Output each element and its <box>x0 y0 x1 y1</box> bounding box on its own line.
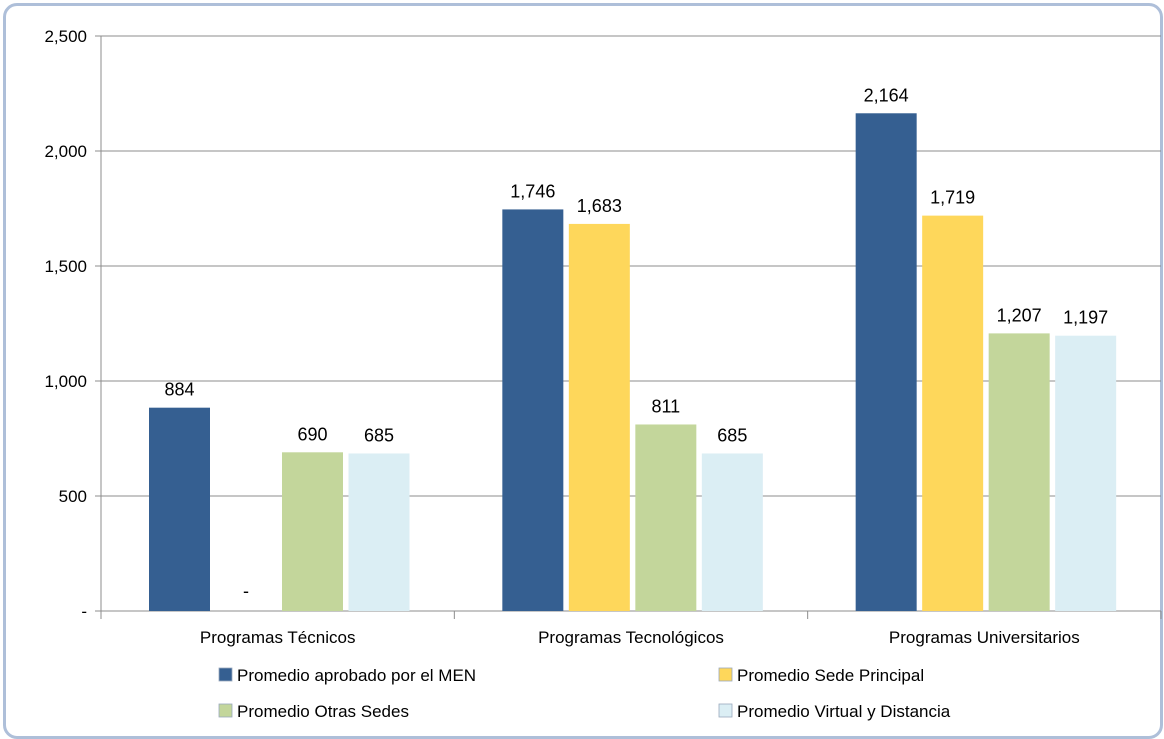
legend-item: Promedio aprobado por el MEN <box>218 666 476 685</box>
legend-label: Promedio aprobado por el MEN <box>237 666 476 685</box>
x-tick-label: Programas Técnicos <box>200 628 356 647</box>
legend: Promedio aprobado por el MEN Promedio Sed… <box>218 666 951 721</box>
data-label: 685 <box>717 425 747 445</box>
legend-swatch <box>718 667 733 682</box>
bar <box>568 223 630 611</box>
legend-label: Promedio Otras Sedes <box>237 702 409 721</box>
bar <box>502 209 564 612</box>
x-tick-label: Programas Universitarios <box>889 628 1080 647</box>
bar <box>988 333 1050 611</box>
y-tick-label: 2,000 <box>44 142 87 161</box>
legend-swatch <box>718 703 733 718</box>
bar <box>348 453 410 611</box>
legend-swatch <box>218 667 233 682</box>
y-tick-label: 1,500 <box>44 257 87 276</box>
data-label: 685 <box>364 425 394 445</box>
data-label: 1,683 <box>577 196 622 216</box>
data-label: 884 <box>164 380 194 400</box>
y-tick-label: - <box>81 602 87 621</box>
y-tick-label: 500 <box>59 487 87 506</box>
data-label: 1,746 <box>510 181 555 201</box>
data-label: 811 <box>651 396 680 416</box>
bar <box>635 424 697 611</box>
bar <box>701 453 763 611</box>
bar <box>282 452 343 611</box>
y-tick-label: 1,000 <box>44 372 87 391</box>
bar <box>855 113 917 611</box>
legend-item: Promedio Virtual y Distancia <box>718 702 951 721</box>
data-label: 1,207 <box>997 305 1042 325</box>
legend-item: Promedio Otras Sedes <box>218 702 409 721</box>
bars <box>149 113 1117 612</box>
data-label: 1,719 <box>930 188 975 208</box>
legend-item: Promedio Sede Principal <box>718 666 924 685</box>
legend-swatch <box>218 703 233 718</box>
data-labels: 884 1,746 2,164 - 1,683 1,719 690 811 1,207 685 68… <box>164 85 1108 601</box>
data-label: 690 <box>297 424 327 444</box>
legend-label: Promedio Virtual y Distancia <box>737 702 951 721</box>
gridlines <box>101 35 1161 497</box>
legend-label: Promedio Sede Principal <box>737 666 924 685</box>
data-label: 1,197 <box>1063 308 1108 328</box>
y-tick-label: 2,500 <box>44 27 87 46</box>
bar <box>922 215 984 611</box>
y-axis: - 500 1,000 1,500 2,000 2,500 <box>44 27 102 621</box>
data-label: 2,164 <box>864 85 909 105</box>
bar <box>1055 335 1117 611</box>
x-tick-label: Programas Tecnológicos <box>538 628 724 647</box>
x-axis: Programas Técnicos Programas Tecnológicos… <box>100 610 1162 647</box>
bar <box>149 407 210 611</box>
data-label: - <box>243 581 249 601</box>
